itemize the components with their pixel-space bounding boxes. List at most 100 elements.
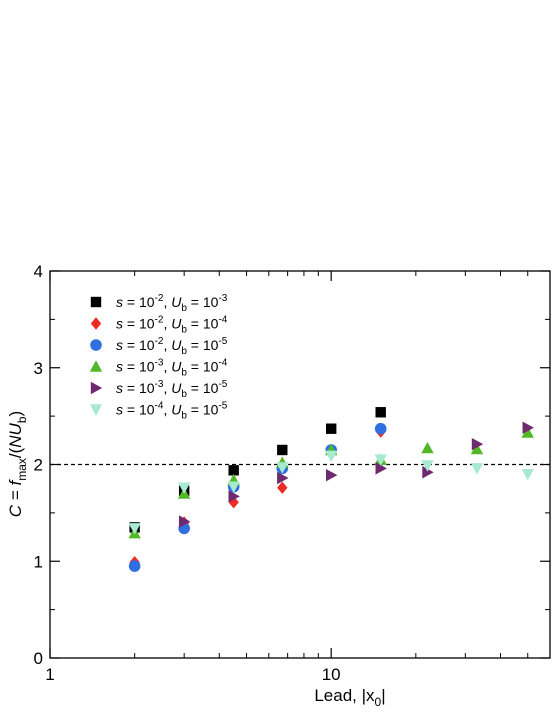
legend-text-part: U xyxy=(171,359,182,375)
data-points xyxy=(128,407,534,572)
data-point-series-1 xyxy=(228,465,239,476)
legend-text-part: -4 xyxy=(155,401,164,412)
legend-entry-3: s = 10-2, Ub = 10-5 xyxy=(116,336,228,357)
y-axis-label-fsub: max xyxy=(15,458,29,481)
data-point-series-6 xyxy=(276,462,289,474)
legend-marker-3 xyxy=(90,339,102,351)
legend-text-part: b xyxy=(181,389,187,400)
legend-text-part: 10 xyxy=(203,294,219,310)
data-point-series-3 xyxy=(374,422,387,435)
y-axis-label-eq: = xyxy=(6,486,25,505)
data-point-series-4 xyxy=(421,441,434,454)
legend-text-part: 10 xyxy=(139,337,155,353)
data-point-series-6 xyxy=(470,463,484,475)
data-point-series-5 xyxy=(178,515,191,528)
data-point-series-6 xyxy=(324,450,338,462)
legend-text-part: b xyxy=(181,368,187,379)
data-point-series-1 xyxy=(277,444,288,456)
legend-text-part: = xyxy=(187,402,203,418)
legend-marker-4 xyxy=(89,360,103,372)
legend-text-part: = xyxy=(187,380,203,396)
legend-text-part: = xyxy=(187,316,203,332)
legend-text-part: -3 xyxy=(155,358,164,369)
y-tick-label: 3 xyxy=(34,359,43,378)
legend-text-part: 10 xyxy=(139,294,155,310)
data-point-series-6 xyxy=(227,481,240,493)
y-axis-label-mid: /( xyxy=(6,447,25,458)
x-axis-label-end: | xyxy=(381,686,385,705)
legend-text-part: s xyxy=(116,337,123,353)
legend-text-part: s xyxy=(116,380,123,396)
data-point-series-5 xyxy=(325,468,338,482)
x-axis-label-subscript: 0 xyxy=(375,695,382,709)
legend-text-part: s xyxy=(116,402,123,418)
data-point-series-2 xyxy=(228,496,239,509)
legend-text-part: 10 xyxy=(139,316,155,332)
legend-text-part: 10 xyxy=(203,402,219,418)
x-tick-label: 1 xyxy=(45,665,54,684)
data-point-series-5 xyxy=(422,466,434,479)
data-point-series-1 xyxy=(325,423,337,434)
data-point-series-6 xyxy=(421,460,434,472)
data-point-series-5 xyxy=(522,421,534,434)
legend-text-part: -2 xyxy=(155,315,164,326)
legend-text-part: , xyxy=(163,380,171,396)
legend-entry-1: s = 10-2, Ub = 10-3 xyxy=(116,293,228,314)
x-tick-label: 10 xyxy=(322,665,341,684)
data-point-series-5 xyxy=(228,490,240,503)
legend-entry-2: s = 10-2, Ub = 10-4 xyxy=(116,315,228,336)
data-point-series-6 xyxy=(128,523,141,535)
legend-text-part: -3 xyxy=(218,293,227,304)
legend-text-part: 10 xyxy=(203,337,219,353)
legend-entry-4: s = 10-3, Ub = 10-4 xyxy=(116,358,228,379)
legend-marker-6 xyxy=(89,404,103,416)
y-axis-label-C: C xyxy=(6,504,25,517)
legend-text-part: -4 xyxy=(218,315,227,326)
legend-text-part: = xyxy=(123,402,139,418)
y-axis-label-bsub: b xyxy=(15,416,29,423)
y-tick-label: 1 xyxy=(34,552,43,571)
legend-text-part: b xyxy=(181,303,187,314)
legend-text-part: 10 xyxy=(203,359,219,375)
legend-text-part: = xyxy=(123,337,139,353)
legend-text-part: -2 xyxy=(155,336,164,347)
y-tick-label: 2 xyxy=(34,456,43,475)
y-axis-label-NU: NU xyxy=(6,422,25,447)
legend-text-part: s xyxy=(116,316,123,332)
legend-text-part: 10 xyxy=(203,316,219,332)
y-axis-label-end: ) xyxy=(6,411,25,417)
legend-text-part: b xyxy=(181,411,187,422)
legend-text-part: = xyxy=(187,294,203,310)
legend-text-part: U xyxy=(171,402,182,418)
legend-text-part: 10 xyxy=(203,380,219,396)
data-point-series-6 xyxy=(374,454,387,466)
data-point-series-6 xyxy=(521,468,534,481)
y-tick-label: 0 xyxy=(34,649,43,668)
x-axis-label: Lead, |x0| xyxy=(314,686,385,709)
legend-marker-2 xyxy=(90,317,102,330)
legend-text-part: , xyxy=(163,402,171,418)
legend-text-part: -5 xyxy=(218,336,227,347)
data-point-series-1 xyxy=(375,407,386,418)
data-point-series-5 xyxy=(375,462,387,475)
legend-text-part: U xyxy=(171,294,182,310)
legend-text-part: 10 xyxy=(139,402,155,418)
data-point-series-5 xyxy=(277,471,289,485)
legend-text-part: -2 xyxy=(155,293,164,304)
legend-text-part: b xyxy=(181,346,187,357)
legend-text-part: , xyxy=(163,359,171,375)
legend-text-part: = xyxy=(187,359,203,375)
data-point-series-4 xyxy=(521,426,534,438)
legend-text-part: = xyxy=(187,337,203,353)
legend-text-part: = xyxy=(123,316,139,332)
legend-text-part: s xyxy=(116,294,123,310)
y-axis-label: C = fmax/(NUb) xyxy=(6,411,29,517)
y-axis-label-f: f xyxy=(6,479,25,486)
legend-marker-5 xyxy=(90,381,103,395)
data-point-series-3 xyxy=(128,560,141,572)
legend-text-part: , xyxy=(163,337,171,353)
legend-text-part: -4 xyxy=(218,358,227,369)
legend-text-part: = xyxy=(123,359,139,375)
